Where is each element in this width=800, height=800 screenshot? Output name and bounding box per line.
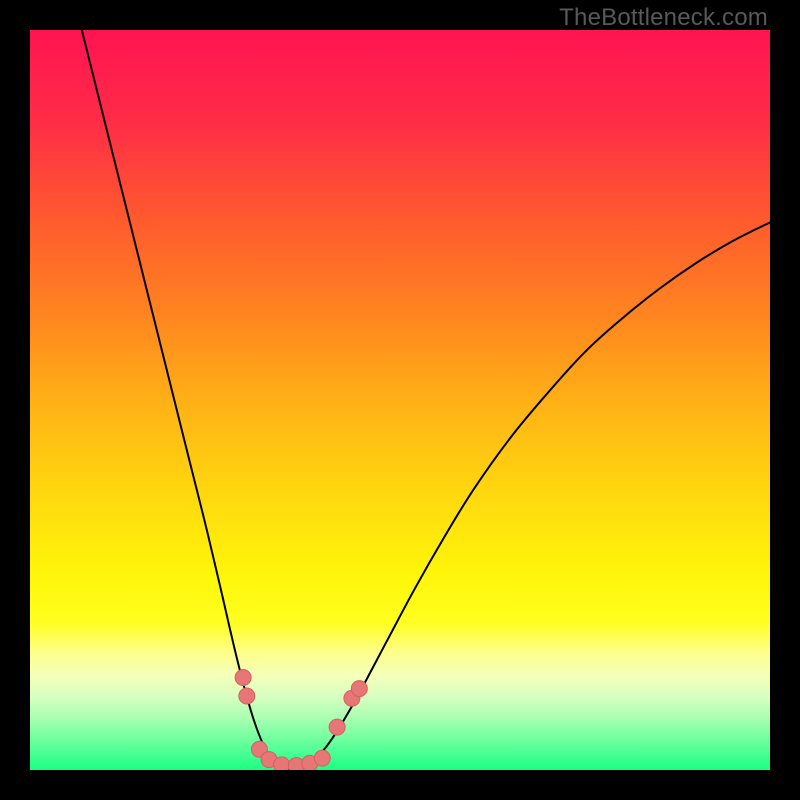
data-marker	[329, 719, 345, 735]
gradient-background	[30, 30, 770, 770]
chart-frame: TheBottleneck.com	[0, 0, 800, 800]
data-marker	[274, 757, 290, 770]
watermark-text: TheBottleneck.com	[559, 4, 768, 32]
data-marker	[235, 670, 251, 686]
data-marker	[314, 750, 330, 766]
bottleneck-curve-chart	[30, 30, 770, 770]
data-marker	[239, 688, 255, 704]
plot-area	[30, 30, 770, 770]
data-marker	[351, 681, 367, 697]
